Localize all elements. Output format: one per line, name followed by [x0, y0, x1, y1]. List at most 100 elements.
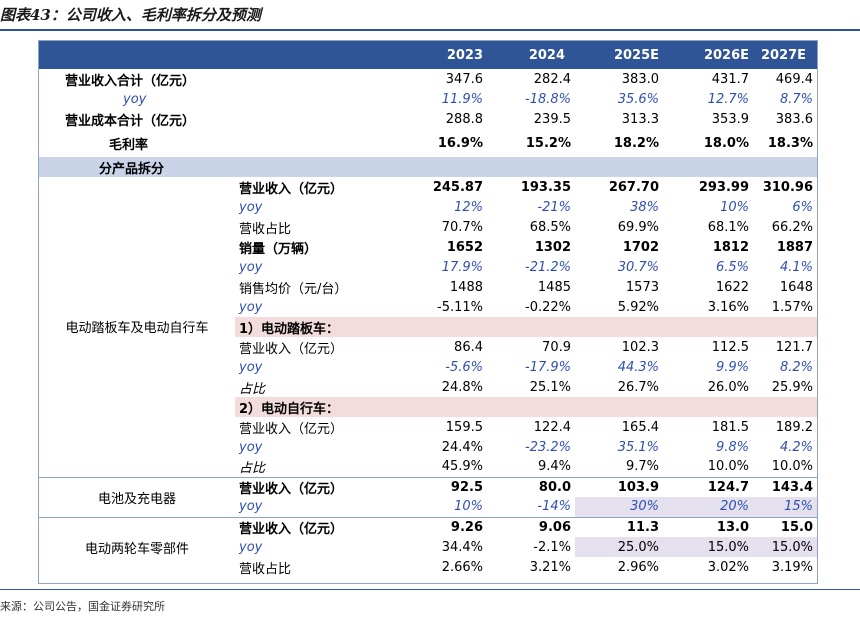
row-label: yoy — [239, 259, 263, 275]
value-cell: 34.4% — [441, 539, 483, 555]
row-label: yoy — [239, 439, 263, 455]
header-blank — [39, 41, 405, 69]
value-cell: 1887 — [776, 239, 813, 255]
value-cell: 25.0% — [575, 537, 663, 557]
value-cell: 122.4 — [533, 419, 571, 435]
subsection-row: 2）电动自行车： — [39, 397, 817, 417]
value-cell: 181.5 — [711, 419, 749, 435]
value-cell: 35.1% — [617, 439, 659, 455]
value-cell: 1302 — [534, 239, 571, 255]
value-cell: 68.5% — [529, 219, 571, 235]
value-cell: 24.4% — [441, 439, 483, 455]
value-cell: 103.9 — [575, 476, 663, 497]
value-cell: 44.3% — [617, 359, 659, 375]
value-cell: 1488 — [449, 279, 483, 295]
ebike-row: yoy 12% -21% 38% 10% 6% — [39, 197, 817, 217]
value-cell: 70.7% — [441, 219, 483, 235]
value-cell: 25.1% — [529, 379, 571, 395]
row-label: yoy — [239, 299, 263, 315]
value-cell: 12% — [454, 199, 483, 215]
ebike-row: yoy 17.9% -21.2% 30.7% 6.5% 4.1% — [39, 257, 817, 277]
financial-table: 2023 2024 2025E 2026E 2027E 营业收入合计（亿元） 34… — [39, 41, 817, 577]
caption-divider — [0, 29, 860, 31]
value-cell: 159.5 — [445, 419, 483, 435]
value-cell: 1485 — [537, 279, 571, 295]
value-cell: -21% — [537, 199, 571, 215]
value-cell: 15.0 — [753, 516, 817, 537]
value-cell: 2.96% — [617, 559, 659, 575]
header-year: 2024 — [487, 41, 575, 69]
group-label: 电动两轮车零部件 — [39, 516, 235, 577]
value-cell: 92.5 — [405, 476, 487, 497]
value-cell: 8.7% — [779, 91, 813, 107]
value-cell: 10% — [720, 199, 749, 215]
value-cell: 383.0 — [621, 71, 659, 87]
row-label: 销售均价（元/台） — [239, 281, 348, 297]
ebike-row: yoy -5.11% -0.22% 5.92% 3.16% 1.57% — [39, 297, 817, 317]
row-label: 营收占比 — [239, 221, 292, 237]
parts-row: 电动两轮车零部件 营业收入（亿元） 9.26 9.06 11.3 13.0 15.0 — [39, 516, 817, 577]
source-note: 来源：公司公告，国金证券研究所 — [0, 600, 165, 613]
row-label: 营业收入合计（亿元） — [65, 73, 196, 89]
value-cell: 102.3 — [621, 339, 659, 355]
value-cell: 86.4 — [454, 339, 483, 355]
value-cell: 15.2% — [525, 135, 571, 151]
value-cell: 20% — [663, 497, 753, 517]
value-cell: 18.3% — [767, 135, 813, 151]
value-cell: 9.8% — [715, 439, 749, 455]
value-cell: 9.7% — [625, 459, 659, 475]
value-cell: 469.4 — [775, 71, 813, 87]
value-cell: 3.16% — [707, 299, 749, 315]
row-label: 销量（万辆） — [239, 241, 318, 257]
row-label: 营业收入（亿元） — [239, 421, 344, 437]
ebike-row: 销售均价（元/台） 1488 1485 1573 1622 1648 — [39, 277, 817, 297]
value-cell: 293.99 — [698, 179, 749, 195]
value-cell: 9.06 — [487, 516, 575, 537]
value-cell: -14% — [537, 499, 571, 515]
value-cell: -5.6% — [445, 359, 483, 375]
value-cell: 267.70 — [608, 179, 659, 195]
subsection-title: 1）电动踏板车： — [235, 317, 817, 337]
value-cell: 8.2% — [779, 359, 813, 375]
row-label: 营业收入（亿元） — [239, 181, 344, 197]
value-cell: 69.9% — [617, 219, 659, 235]
value-cell: 1812 — [712, 239, 749, 255]
row-label: yoy — [123, 91, 147, 107]
row-label: 占比 — [239, 461, 266, 477]
value-cell: 1652 — [446, 239, 483, 255]
value-cell: 24.8% — [441, 379, 483, 395]
row-label: 营业收入（亿元） — [235, 476, 405, 497]
row-label: yoy — [239, 539, 263, 555]
value-cell: 4.1% — [779, 259, 813, 275]
value-cell: 10.0% — [771, 459, 813, 475]
row-label: 营收占比 — [239, 561, 292, 577]
value-cell: 15% — [753, 497, 817, 517]
row-label: 占比 — [239, 381, 266, 397]
value-cell: 13.0 — [663, 516, 753, 537]
summary-row: 营业收入合计（亿元） 347.6 282.4 383.0 431.7 469.4 — [39, 69, 817, 89]
value-cell: 6.5% — [715, 259, 749, 275]
ebike-row: 营收占比 70.7% 68.5% 69.9% 68.1% 66.2% — [39, 217, 817, 237]
value-cell: -21.2% — [525, 259, 571, 275]
value-cell: 2.66% — [441, 559, 483, 575]
value-cell: 25.9% — [771, 379, 813, 395]
value-cell: 15.0% — [663, 537, 753, 557]
scooter-row: yoy -5.6% -17.9% 44.3% 9.9% 8.2% — [39, 357, 817, 377]
bicycle-row: yoy 24.4% -23.2% 35.1% 9.8% 4.2% — [39, 437, 817, 457]
value-cell: 353.9 — [711, 111, 749, 127]
value-cell: 1622 — [715, 279, 749, 295]
row-label: yoy — [239, 199, 263, 215]
table-body: 营业收入合计（亿元） 347.6 282.4 383.0 431.7 469.4 yoy 11… — [39, 69, 817, 577]
value-cell: 3.21% — [529, 559, 571, 575]
scooter-row: 占比 24.8% 25.1% 26.7% 26.0% 25.9% — [39, 377, 817, 397]
bicycle-row: 占比 45.9% 9.4% 9.7% 10.0% 10.0% — [39, 457, 817, 477]
group-label: 电动踏板车及电动自行车 — [65, 321, 209, 337]
value-cell: 282.4 — [533, 71, 571, 87]
value-cell: 9.4% — [537, 459, 571, 475]
value-cell: -18.8% — [525, 91, 571, 107]
value-cell: 193.35 — [520, 179, 571, 195]
subsection-row: 1）电动踏板车： — [39, 317, 817, 337]
row-label: 毛利率 — [109, 137, 149, 153]
value-cell: 1.57% — [771, 299, 813, 315]
value-cell: 1648 — [779, 279, 813, 295]
